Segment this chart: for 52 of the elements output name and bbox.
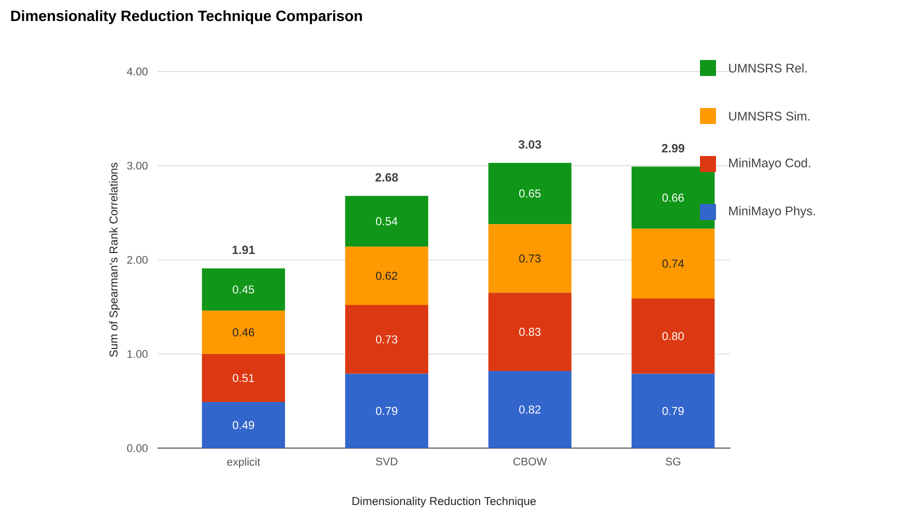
bar <box>632 228 715 298</box>
x-tick-label: SVD <box>376 458 398 466</box>
bar <box>202 310 286 354</box>
legend-label: UMNSRS Sim. <box>729 111 810 121</box>
bar <box>202 354 286 402</box>
total-label: 2.68 <box>375 173 398 182</box>
data-label: 0.62 <box>376 272 398 280</box>
x-tick-label: explicit <box>227 458 260 468</box>
data-label: 0.83 <box>519 328 541 336</box>
y-axis-title: Sum of Spearman's Rank Correlations <box>109 162 120 357</box>
bar <box>202 402 286 448</box>
bar <box>488 370 572 448</box>
bar <box>488 162 572 224</box>
data-label: 0.80 <box>662 332 684 340</box>
data-label: 0.45 <box>232 285 254 294</box>
data-label: 0.51 <box>232 374 254 382</box>
y-tick-label: 3.00 <box>127 162 148 170</box>
bar <box>345 305 428 374</box>
data-label: 0.79 <box>662 406 684 415</box>
chart-title: Dimensionality Reduction Technique Comparison <box>11 10 362 24</box>
x-axis-title: Dimensionality Reduction Technique <box>352 496 536 508</box>
y-tick-label: 2.00 <box>127 256 148 264</box>
data-label: 0.46 <box>232 328 254 336</box>
total-label: 1.91 <box>232 246 255 254</box>
bar <box>345 196 428 247</box>
legend-label: MiniMayo Phys. <box>729 206 815 218</box>
legend-label: MiniMayo Cod. <box>729 158 810 170</box>
y-tick-label: 0.00 <box>127 444 148 452</box>
data-label: 0.49 <box>232 421 254 430</box>
bar <box>345 246 428 306</box>
x-tick-label: CBOW <box>513 458 547 466</box>
bar <box>345 374 428 448</box>
bar <box>632 374 715 448</box>
total-label: 3.03 <box>518 140 542 149</box>
data-label: 0.65 <box>519 189 541 198</box>
y-tick-label: 1.00 <box>128 350 148 358</box>
bar <box>488 224 572 293</box>
bar <box>632 298 715 374</box>
x-tick-label: SG <box>666 458 680 466</box>
total-label: 2.99 <box>662 144 684 152</box>
data-label: 0.82 <box>519 405 540 414</box>
data-label: 0.74 <box>662 260 684 268</box>
data-label: 0.66 <box>662 194 684 202</box>
data-label: 0.79 <box>376 406 398 415</box>
data-label: 0.54 <box>376 217 398 226</box>
bar <box>488 292 572 371</box>
data-label: 0.73 <box>519 254 541 262</box>
bar <box>202 268 286 311</box>
bar <box>632 166 715 229</box>
data-label: 0.73 <box>376 335 398 344</box>
y-tick-label: 4.00 <box>126 68 148 76</box>
legend-label: UMNSRS Rel. <box>729 63 807 73</box>
